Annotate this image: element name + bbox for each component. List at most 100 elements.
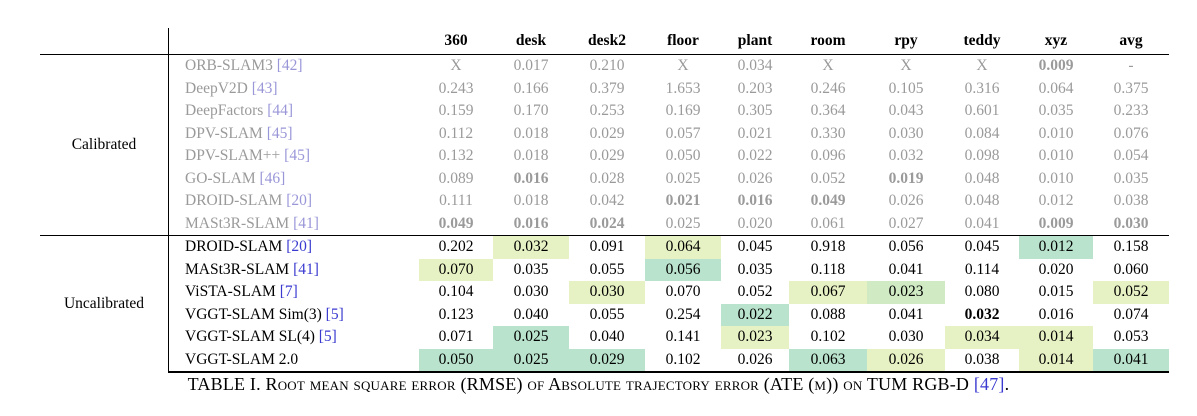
value-cell: 0.017 — [513, 57, 549, 74]
value-cell: 0.379 — [589, 79, 625, 97]
value-cell: 0.015 — [1038, 283, 1074, 300]
value-cell: 0.601 — [964, 102, 1000, 119]
header-empty-method — [168, 28, 419, 55]
value-cell: 0.020 — [737, 214, 773, 232]
method-name: DPV-SLAM — [185, 124, 263, 142]
value-cell: 0.035 — [737, 260, 773, 278]
group-label: Calibrated — [40, 54, 169, 236]
value-cell: 0.025 — [493, 326, 569, 349]
value-cell: 0.063 — [789, 348, 867, 373]
value-cell: 0.316 — [964, 79, 1000, 97]
value-cell: 0.088 — [810, 305, 846, 323]
value-cell: 0.052 — [737, 283, 773, 300]
value-cell: 0.132 — [438, 147, 474, 164]
value-cell: 0.024 — [589, 214, 625, 232]
citation-link[interactable]: [45] — [284, 147, 310, 164]
value-cell: 0.028 — [589, 169, 625, 187]
value-cell: 0.096 — [810, 147, 846, 164]
column-header: xyz — [1019, 28, 1093, 55]
value-cell: 0.169 — [665, 102, 701, 119]
value-cell: 0.253 — [589, 102, 625, 119]
method-cell: GO-SLAM [46] — [169, 168, 420, 191]
value-cell: 0.080 — [964, 283, 1000, 300]
value-cell: 0.012 — [1019, 235, 1093, 259]
value-cell: 0.022 — [737, 147, 773, 164]
value-cell: 0.010 — [1038, 169, 1074, 187]
value-cell: 0.084 — [964, 124, 1000, 142]
value-cell: 0.203 — [737, 79, 773, 97]
value-cell: 0.170 — [513, 102, 549, 119]
value-cell: 0.070 — [419, 258, 493, 281]
method-cell: VGGT-SLAM SL(4) [5] — [169, 326, 420, 349]
column-header: rpy — [867, 28, 945, 55]
value-cell: 0.018 — [513, 124, 549, 142]
value-cell: 0.048 — [964, 169, 1000, 187]
value-cell: 0.141 — [665, 328, 701, 345]
method-name: DROID-SLAM — [185, 238, 283, 255]
value-cell: 0.029 — [589, 147, 625, 164]
value-cell: 0.076 — [1113, 124, 1149, 142]
citation-link[interactable]: [43] — [251, 79, 278, 97]
value-cell: 0.029 — [569, 348, 645, 373]
table-row: Uncalibrated DROID-SLAM [20] 0.202 0.032 0.0… — [40, 235, 1169, 372]
method-cell: MASt3R-SLAM [41] — [169, 259, 420, 282]
value-cell: 0.305 — [737, 102, 773, 119]
value-cell: 0.123 — [438, 305, 474, 323]
citation-link[interactable]: [46] — [259, 169, 286, 187]
value-cell: 0.040 — [589, 328, 625, 345]
table-row: VGGT-SLAM Sim(3) [5] 0.123 0.040 0.055 0.254… — [40, 303, 1169, 326]
citation-link[interactable]: [41] — [293, 214, 319, 232]
method-cell: DROID-SLAM [20] — [168, 235, 419, 259]
table-row: DROID-SLAM [20] 0.111 0.018 0.042 0.021 0.016… — [40, 190, 1169, 213]
value-cell: 0.053 — [1113, 328, 1149, 345]
value-cell: 1.653 — [665, 79, 701, 97]
value-cell: 0.071 — [438, 328, 474, 345]
value-cell: 0.026 — [888, 192, 924, 209]
citation-link[interactable]: [44] — [267, 102, 294, 119]
caption-text: Root mean square error (RMSE) of Absolut… — [265, 374, 970, 394]
column-header: avg — [1093, 28, 1169, 55]
table-row: DPV-SLAM [45] 0.112 0.018 0.029 0.057 0.021 0.… — [40, 123, 1169, 146]
value-cell: 0.009 — [1038, 214, 1074, 232]
citation-link[interactable]: [5] — [325, 305, 344, 323]
value-cell: X — [900, 57, 912, 74]
method-name: ViSTA-SLAM — [185, 283, 276, 300]
value-cell: 0.045 — [721, 235, 789, 259]
value-cell: 0.035 — [1038, 102, 1074, 119]
citation-link[interactable]: [5] — [318, 328, 337, 345]
value-cell: 0.021 — [665, 192, 701, 209]
header-empty-group — [40, 28, 169, 55]
value-cell: 0.032 — [888, 147, 924, 164]
citation-link[interactable]: [42] — [276, 57, 303, 74]
method-cell: ORB-SLAM3 [42] — [169, 55, 420, 78]
group-label: Uncalibrated — [40, 235, 169, 372]
value-cell: 0.057 — [665, 124, 701, 142]
value-cell: 0.074 — [1113, 305, 1149, 323]
value-cell: - — [1128, 57, 1134, 74]
value-cell: 0.052 — [810, 169, 846, 187]
table-row: MASt3R-SLAM [41] 0.070 0.035 0.055 0.056 0.03… — [40, 258, 1169, 282]
value-cell: 0.041 — [1093, 348, 1169, 373]
table-row: MASt3R-SLAM [41] 0.049 0.016 0.024 0.025 0.02… — [40, 213, 1169, 236]
value-cell: 0.016 — [737, 192, 773, 209]
value-cell: 0.067 — [789, 281, 867, 304]
value-cell: 0.098 — [964, 147, 1000, 164]
value-cell: 0.035 — [513, 260, 549, 278]
citation-link[interactable]: [45] — [266, 124, 293, 142]
value-cell: 0.104 — [438, 283, 474, 300]
value-cell: 0.040 — [513, 305, 549, 323]
value-cell: 0.202 — [419, 235, 493, 259]
column-header: desk2 — [569, 28, 645, 55]
value-cell: 0.025 — [665, 214, 701, 232]
citation-link[interactable]: [20] — [286, 238, 313, 255]
value-cell: 0.158 — [1093, 235, 1169, 259]
value-cell: 0.089 — [438, 169, 474, 187]
citation-link[interactable]: [41] — [293, 260, 319, 278]
table-row: ViSTA-SLAM [7] 0.104 0.030 0.030 0.070 0.052 0… — [40, 281, 1169, 304]
value-cell: 0.012 — [1038, 192, 1074, 209]
caption-citation-link[interactable]: [47] — [973, 374, 1005, 394]
table-row: VGGT-SLAM SL(4) [5] 0.071 0.025 0.040 0.141 0… — [40, 326, 1169, 349]
citation-link[interactable]: [20] — [286, 192, 313, 209]
citation-link[interactable]: [7] — [279, 283, 298, 300]
value-cell: 0.210 — [589, 57, 625, 74]
